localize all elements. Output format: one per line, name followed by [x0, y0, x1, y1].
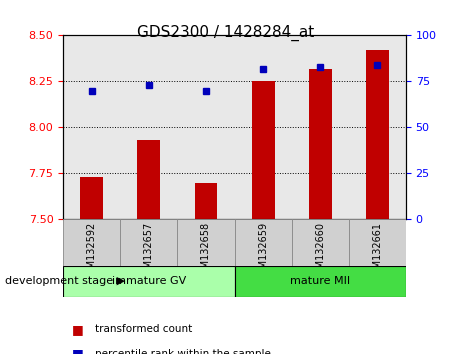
Text: mature MII: mature MII [290, 276, 350, 286]
Text: GSM132660: GSM132660 [315, 222, 325, 281]
Text: immature GV: immature GV [112, 276, 186, 286]
Bar [309, 69, 331, 219]
Text: GSM132659: GSM132659 [258, 222, 268, 281]
Text: GSM132658: GSM132658 [201, 222, 211, 281]
Text: transformed count: transformed count [95, 324, 192, 334]
Bar [194, 183, 217, 219]
Bar [63, 219, 120, 266]
Bar [138, 140, 160, 219]
Bar [80, 177, 103, 219]
Bar [63, 266, 235, 297]
Bar [252, 81, 275, 219]
Bar [366, 50, 389, 219]
Bar [292, 219, 349, 266]
Bar [177, 219, 235, 266]
Bar [120, 219, 177, 266]
Text: GDS2300 / 1428284_at: GDS2300 / 1428284_at [137, 25, 314, 41]
Bar [349, 219, 406, 266]
Text: GSM132661: GSM132661 [373, 222, 382, 281]
Text: GSM132657: GSM132657 [144, 222, 154, 281]
Bar [235, 266, 406, 297]
Text: GSM132592: GSM132592 [87, 222, 97, 281]
Text: ■: ■ [72, 323, 84, 336]
Text: development stage ▶: development stage ▶ [5, 276, 124, 286]
Bar [235, 219, 292, 266]
Text: percentile rank within the sample: percentile rank within the sample [95, 349, 271, 354]
Text: ■: ■ [72, 348, 84, 354]
